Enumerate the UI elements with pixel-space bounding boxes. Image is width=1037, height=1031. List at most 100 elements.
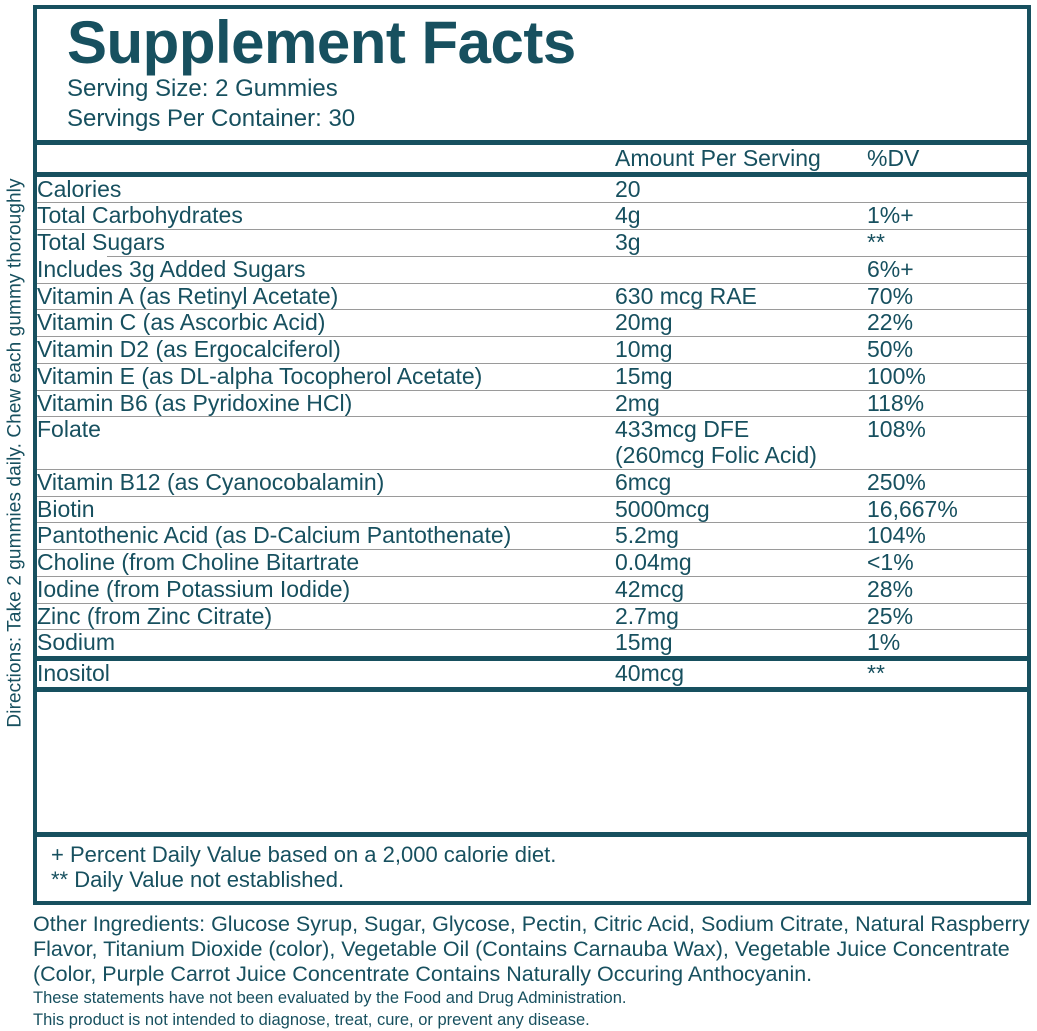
nutrient-amount: 15mg	[615, 629, 673, 656]
nutrient-name: Calories	[37, 175, 122, 202]
table-row: Zinc (from Zinc Citrate) 2.7mg 25%	[37, 602, 1027, 630]
table-row: Calories 20	[37, 175, 1027, 203]
nutrient-percent-dv	[867, 177, 1027, 203]
header-amount-per-serving: Amount Per Serving	[615, 144, 821, 171]
supplement-facts-panel: Supplement Facts Serving Size: 2 Gummies…	[33, 5, 1031, 905]
nutrient-percent-dv: 25%	[867, 602, 914, 629]
nutrient-percent-dv: **	[867, 660, 885, 686]
serving-size-text: Serving Size: 2 Gummies	[67, 75, 338, 102]
nutrient-amount: 5000mcg	[615, 495, 710, 522]
nutrient-name: Vitamin C (as Ascorbic Acid)	[37, 309, 326, 336]
servings-per-container-text: Servings Per Container: 30	[67, 104, 356, 132]
row-divider-thick	[37, 656, 1027, 661]
nutrient-amount: 0.04mg	[615, 549, 692, 575]
fda-disclaimer-line-1: These statements have not been evaluated…	[33, 989, 627, 1008]
nutrient-amount	[615, 257, 867, 283]
nutrient-percent-dv: 1%+	[867, 202, 914, 229]
table-row: Vitamin C (as Ascorbic Acid) 20mg 22%	[37, 309, 1027, 336]
nutrient-name: Includes 3g Added Sugars	[37, 255, 306, 282]
row-divider	[37, 629, 1027, 631]
nutrient-name: Pantothenic Acid (as D-Calcium Pantothen…	[37, 522, 512, 549]
table-row: Vitamin A (as Retinyl Acetate) 630 mcg RA…	[37, 282, 1027, 310]
row-divider-thick	[37, 171, 1027, 177]
footnote-percent-dv: + Percent Daily Value based on a 2,000 c…	[51, 841, 557, 867]
table-row: Vitamin D2 (as Ergocalciferol) 10mg 50%	[37, 336, 1027, 363]
table-row: Pantothenic Acid (as D-Calcium Pantothen…	[37, 522, 1027, 549]
nutrient-name: Folate	[37, 416, 101, 443]
nutrient-amount: 5.2mg	[615, 522, 679, 549]
nutrient-amount: 630 mcg RAE	[615, 282, 757, 309]
nutrient-name: Iodine (from Potassium Iodide)	[37, 575, 351, 602]
nutrient-amount: 433mcg DFE (260mcg Folic Acid)	[615, 416, 817, 468]
table-row: Folate 433mcg DFE (260mcg Folic Acid) 108%	[37, 416, 1027, 469]
directions-text: Directions: Take 2 gummies daily. Chew e…	[5, 177, 26, 728]
nutrient-table-body: Calories 20 Total Carbohydrates 4g 1%+ Total …	[37, 171, 1027, 692]
row-divider-inset	[37, 255, 1027, 257]
nutrient-amount: 3g	[615, 229, 641, 255]
nutrient-amount: 42mcg	[615, 575, 685, 602]
ingredients-block: Other Ingredients: Glucose Syrup, Sugar,…	[33, 912, 1033, 1031]
table-row: Includes 3g Added Sugars 6%+	[37, 255, 1027, 283]
nutrient-percent-dv: 28%	[867, 575, 914, 602]
row-divider	[37, 309, 1027, 311]
table-header-row: Amount Per Serving %DV	[37, 145, 1027, 172]
nutrient-amount: 2.7mg	[615, 602, 679, 629]
table-row: Choline (from Choline Bitartrate 0.04mg <1…	[37, 549, 1027, 576]
nutrient-percent-dv: 118%	[867, 389, 925, 416]
row-divider	[37, 229, 1027, 230]
nutrient-name: Vitamin B12 (as Cyanocobalamin)	[37, 468, 385, 495]
directions-strip: Directions: Take 2 gummies daily. Chew e…	[0, 0, 32, 905]
nutrient-name: Vitamin D2 (as Ergocalciferol)	[37, 336, 341, 362]
nutrient-amount: 40mcg	[615, 660, 685, 686]
title-block: Supplement Facts Serving Size: 2 Gummies…	[37, 9, 1027, 140]
row-divider	[37, 602, 1027, 604]
header-nutrient	[37, 145, 615, 172]
nutrient-name: Inositol	[37, 660, 110, 686]
row-divider	[37, 282, 1027, 284]
nutrient-name: Sodium	[37, 629, 115, 656]
row-divider-thick	[37, 686, 1027, 692]
nutrient-name: Vitamin E (as DL-alpha Tocopherol Acetat…	[37, 362, 483, 389]
row-divider	[37, 416, 1027, 418]
nutrient-table: Amount Per Serving %DV Calories 20 Total C…	[37, 145, 1027, 692]
nutrient-name: Choline (from Choline Bitartrate	[37, 549, 360, 575]
table-row: Iodine (from Potassium Iodide) 42mcg 28%	[37, 575, 1027, 603]
rule-above-footnotes	[37, 831, 1027, 837]
nutrient-amount: 6mcg	[615, 468, 672, 495]
fda-disclaimer-line-2: This product is not intended to diagnose…	[33, 1011, 590, 1030]
nutrient-amount: 2mg	[615, 389, 660, 416]
nutrient-name: Total Carbohydrates	[37, 202, 243, 229]
table-row: Biotin 5000mcg 16,667%	[37, 495, 1027, 523]
nutrient-name: Biotin	[37, 495, 95, 522]
page-title: Supplement Facts	[67, 9, 576, 76]
row-divider	[37, 202, 1027, 204]
table-row: Total Carbohydrates 4g 1%+	[37, 202, 1027, 229]
table-row: Vitamin B6 (as Pyridoxine HCl) 2mg 118%	[37, 389, 1027, 417]
nutrient-name: Total Sugars	[37, 229, 165, 255]
nutrient-percent-dv: 70%	[867, 282, 914, 309]
nutrient-percent-dv: 6%+	[867, 255, 914, 282]
rule-above-column-headers	[37, 139, 1027, 145]
nutrient-name: Vitamin A (as Retinyl Acetate)	[37, 282, 339, 309]
row-divider	[37, 549, 1027, 550]
nutrient-percent-dv: 16,667%	[867, 495, 958, 522]
row-divider	[37, 575, 1027, 577]
nutrient-percent-dv: 108%	[867, 416, 926, 443]
table-row: Total Sugars 3g **	[37, 229, 1027, 256]
nutrient-name: Zinc (from Zinc Citrate)	[37, 602, 273, 629]
nutrient-name: Vitamin B6 (as Pyridoxine HCl)	[37, 389, 353, 416]
nutrient-amount: 4g	[615, 202, 641, 229]
nutrient-amount: 15mg	[615, 362, 673, 389]
nutrient-amount: 10mg	[615, 336, 673, 362]
row-divider	[37, 389, 1027, 391]
row-divider	[37, 495, 1027, 497]
nutrient-percent-dv: <1%	[867, 549, 914, 575]
table-row: Vitamin B12 (as Cyanocobalamin) 6mcg 250%	[37, 468, 1027, 496]
nutrient-percent-dv: 104%	[867, 522, 926, 549]
nutrient-percent-dv: 1%	[867, 629, 901, 656]
header-percent-dv: %DV	[867, 144, 920, 171]
nutrient-amount: 20mg	[615, 309, 673, 336]
nutrient-amount: 20	[615, 175, 641, 202]
nutrient-percent-dv: **	[867, 229, 885, 255]
nutrient-percent-dv: 250%	[867, 468, 926, 495]
